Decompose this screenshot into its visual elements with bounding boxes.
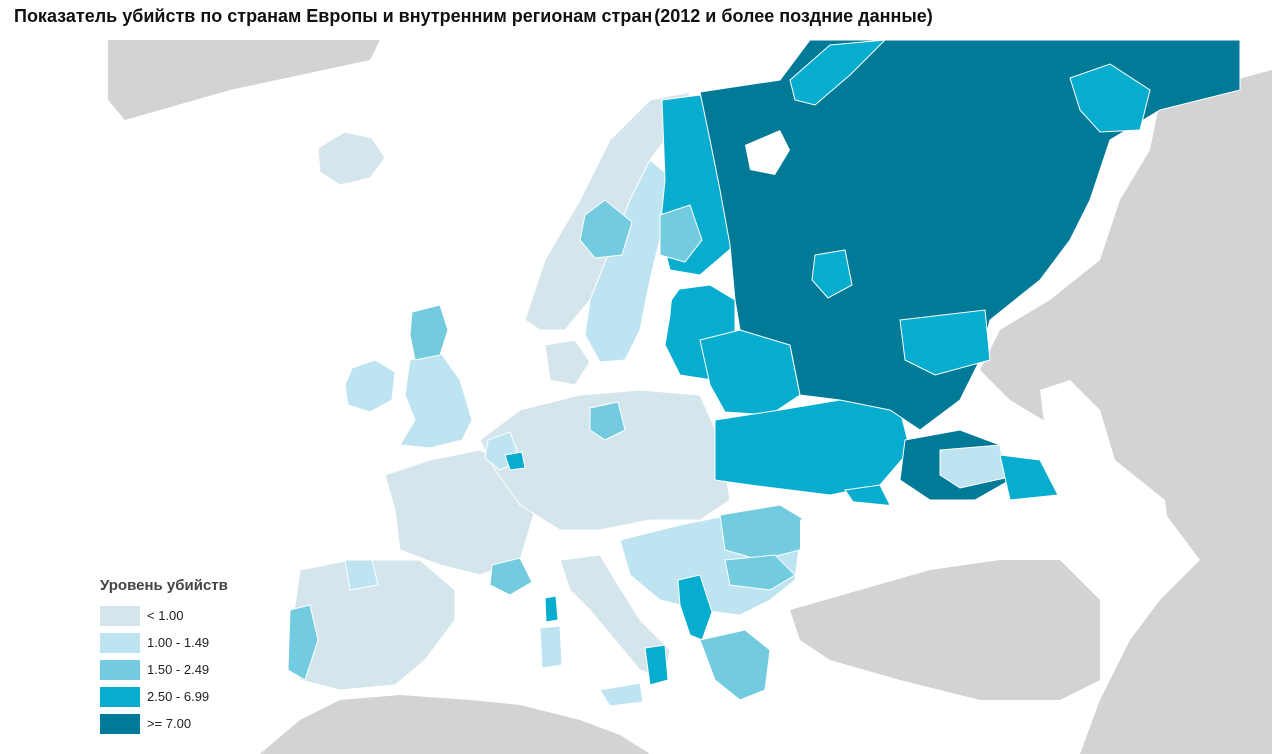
legend-swatch — [100, 632, 140, 653]
calabria — [644, 644, 669, 686]
sicily — [599, 682, 644, 707]
ukraine — [714, 399, 911, 496]
luxembourg — [504, 451, 526, 471]
sweden — [584, 159, 669, 363]
russia-center-region — [811, 249, 853, 299]
kola-region — [789, 39, 887, 106]
legend-title: Уровень убийств — [100, 577, 228, 594]
central-europe — [479, 389, 731, 531]
legend-item: 2.50 - 6.99 — [100, 683, 228, 710]
caucasus-south — [999, 454, 1059, 501]
legend-item: < 1.00 — [100, 602, 228, 629]
baltic-sea — [630, 270, 690, 390]
north-africa-land — [260, 695, 650, 754]
spain-region — [344, 559, 379, 591]
asia-land — [980, 70, 1272, 754]
north-caucasus — [939, 444, 1006, 489]
sardinia — [539, 625, 563, 669]
legend-label: 1.50 - 2.49 — [147, 662, 210, 677]
legend-swatch — [100, 605, 140, 626]
scotland — [409, 304, 449, 361]
romania — [719, 504, 806, 561]
russia-north-region — [1069, 63, 1151, 133]
map-title: Показатель убийств по странам Европы и в… — [14, 6, 935, 27]
russia-west — [699, 39, 1241, 431]
greece — [699, 629, 771, 701]
legend-swatch — [100, 659, 140, 680]
russia-volga-region — [899, 309, 991, 376]
portugal — [287, 604, 319, 681]
legend-item: 1.00 - 1.49 — [100, 629, 228, 656]
great-britain — [399, 351, 473, 449]
legend-label: 2.50 - 6.99 — [147, 689, 210, 704]
legend-label: < 1.00 — [147, 608, 184, 623]
lake-region — [1128, 310, 1165, 375]
legend-label: >= 7.00 — [147, 716, 192, 731]
greenland — [108, 40, 380, 120]
legend-swatch — [100, 686, 140, 707]
sweden-region — [579, 199, 633, 259]
bulgaria — [724, 554, 796, 591]
corsica — [544, 595, 559, 623]
title-date-range: (2012 и более поздние данные) — [652, 6, 935, 26]
ireland — [344, 359, 396, 413]
map-legend: Уровень убийств < 1.00 1.00 - 1.49 1.50 … — [100, 577, 228, 737]
germany-region — [589, 401, 626, 441]
legend-item: >= 7.00 — [100, 710, 228, 737]
caspian-sea — [1040, 380, 1170, 555]
cyprus — [1000, 668, 1045, 688]
legend-item: 1.50 - 2.49 — [100, 656, 228, 683]
denmark — [544, 339, 591, 386]
france-south-east — [489, 557, 533, 596]
white-sea — [745, 130, 790, 175]
anatolia-land — [790, 560, 1100, 700]
finland-region — [659, 204, 703, 263]
legend-swatch — [100, 713, 140, 734]
legend-label: 1.00 - 1.49 — [147, 635, 210, 650]
title-main: Показатель убийств по странам Европы и в… — [14, 6, 653, 26]
iceland — [317, 131, 386, 186]
black-sea — [800, 500, 975, 585]
